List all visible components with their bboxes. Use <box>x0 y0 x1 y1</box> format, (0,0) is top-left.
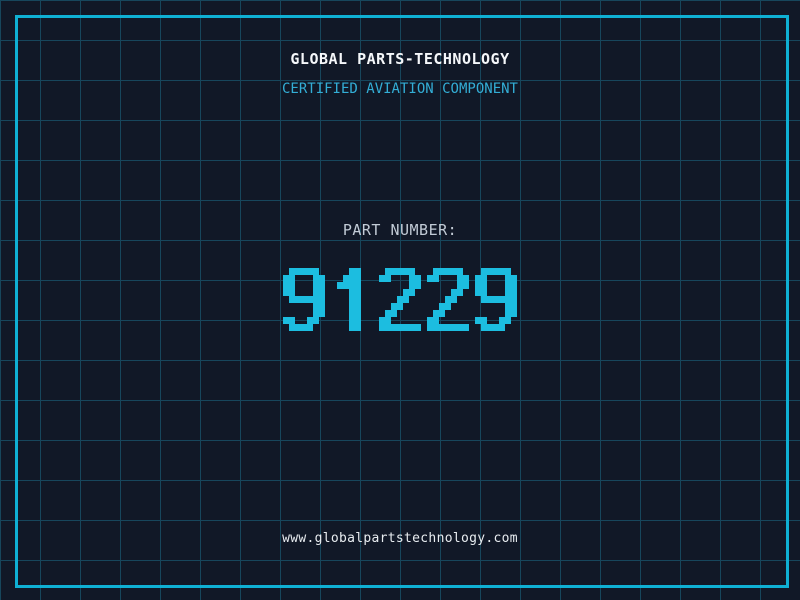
digit-2 <box>379 268 421 331</box>
part-number-display <box>0 268 800 331</box>
digit-1 <box>331 268 373 331</box>
digit-2 <box>427 268 469 331</box>
digit-9 <box>283 268 325 331</box>
certification-subtitle: CERTIFIED AVIATION COMPONENT <box>281 81 518 97</box>
website-url: www.globalpartstechnology.com <box>282 531 518 546</box>
frame-border <box>15 15 789 588</box>
part-number-label: PART NUMBER: <box>342 221 458 239</box>
digit-9 <box>475 268 517 331</box>
company-title: GLOBAL PARTS-TECHNOLOGY <box>290 50 510 68</box>
